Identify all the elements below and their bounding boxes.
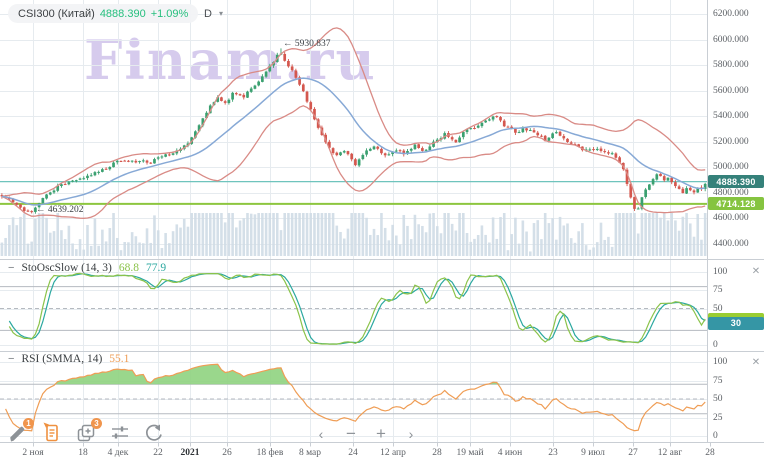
rsi-tick-label: 0 — [713, 431, 718, 441]
price-tick-label: 5400.000 — [713, 111, 749, 122]
zoom-out-button[interactable]: − — [346, 424, 356, 443]
alert-level-badge[interactable]: 4714.128 — [708, 197, 764, 211]
templates-count-badge: 3 — [91, 418, 102, 429]
settings-tool-button[interactable] — [108, 421, 132, 445]
instrument-header[interactable]: CSI300 (Китай) 4888.390 +1.09% — [8, 4, 199, 23]
time-tick-label: 23 — [548, 448, 558, 458]
stoosc-tick-label: 100 — [713, 267, 728, 277]
stoosc-tick-label: 50 — [713, 303, 723, 314]
templates-tool-button[interactable]: 3 — [74, 418, 102, 445]
draw-tool-button[interactable]: 1 — [6, 418, 34, 445]
instrument-change: +1.09% — [150, 7, 189, 20]
time-tick-label: 24 — [348, 448, 358, 458]
current-price-badge: 4888.390 — [708, 175, 764, 189]
stoosc-title: StoOscSlow (14, 3) — [21, 262, 112, 274]
undo-icon — [146, 424, 162, 441]
rsi-tick-label: 75 — [713, 375, 723, 386]
close-icon[interactable]: ✕ — [751, 266, 761, 277]
collapse-icon[interactable]: − — [8, 262, 15, 274]
rsi-value: 55.1 — [109, 353, 130, 365]
layers-plus-icon — [77, 424, 95, 442]
price-tick-label: 5200.000 — [713, 136, 749, 147]
time-tick-label: 12 авг — [657, 448, 683, 458]
instrument-price: 4888.390 — [99, 7, 146, 20]
price-tick-label: 6000.000 — [713, 34, 749, 45]
stoosc-tick-label: 75 — [713, 285, 723, 296]
price-tick-label: 5600.000 — [713, 85, 749, 96]
time-tick-label: 18 фев — [256, 448, 284, 458]
time-tick-label: 28 — [705, 448, 715, 458]
rsi-tick-label: 50 — [713, 394, 723, 404]
close-icon[interactable]: ✕ — [751, 357, 761, 368]
stoosc-value-badge: 30 — [708, 316, 764, 330]
stoosc-tick-label: 0 — [713, 340, 718, 350]
time-tick-label: 28 — [432, 448, 442, 458]
time-tick-label: 19 май — [456, 448, 484, 458]
time-tick-label: 8 мар — [298, 448, 322, 458]
price-tick-label: 4600.000 — [713, 213, 749, 224]
interval-selector[interactable]: D ▾ — [204, 4, 223, 23]
price-axis[interactable]: 6200.000 6000.000 5800.000 5600.000 5400.000… — [707, 0, 764, 466]
brush-icon — [10, 426, 25, 442]
price-tick-label: 6200.000 — [713, 9, 749, 19]
scroll-left-button[interactable]: ‹ — [318, 426, 324, 442]
collapse-icon[interactable]: − — [8, 353, 15, 365]
time-tick-label: 2 ноя — [22, 448, 44, 458]
price-tick-label: 4400.000 — [713, 239, 749, 249]
time-tick-label: 27 — [628, 448, 638, 458]
time-tick-label: 12 апр — [380, 448, 406, 458]
watermark: Finam.ru — [84, 28, 377, 92]
undo-button[interactable] — [142, 421, 166, 445]
time-tick-label: 4 июн — [497, 448, 523, 458]
rsi-title: RSI (SMMA, 14) — [21, 353, 103, 365]
time-tick-label: 18 — [78, 448, 88, 458]
time-axis[interactable]: 2 ноя 18 4 дек 22 2021 26 18 фев 8 мар 24 12 апр 2… — [0, 443, 764, 466]
instrument-name: CSI300 (Китай) — [18, 7, 95, 20]
time-tick-label: 22 — [153, 448, 163, 458]
chart-nav-controls: ‹ − + › — [310, 424, 422, 444]
stoosc-d-value: 77.9 — [145, 262, 167, 274]
time-tick-label: 9 июл — [581, 448, 605, 458]
chevron-down-icon: ▾ — [218, 9, 223, 18]
rsi-tick-label: 100 — [713, 357, 728, 367]
stoosc-pane-header: − StoOscSlow (14, 3) 68.8 77.9 — [8, 262, 166, 274]
scroll-right-button[interactable]: › — [408, 426, 414, 442]
price-tick-label: 5800.000 — [713, 60, 749, 71]
sliders-icon — [112, 426, 128, 439]
rsi-pane-header: − RSI (SMMA, 14) 55.1 — [8, 353, 129, 365]
price-tick-label: 5000.000 — [713, 162, 749, 173]
price-tick-label: 4800.000 — [713, 187, 749, 198]
rsi-tick-label: 25 — [713, 412, 723, 423]
time-tick-label: 26 — [222, 448, 232, 458]
stoosc-k-value: 68.8 — [118, 262, 139, 274]
min-price-marker: ← 4639.202 — [36, 205, 84, 215]
drawing-toolbar: 1 3 — [6, 418, 166, 445]
zoom-in-button[interactable]: + — [376, 424, 386, 443]
time-tick-label: 4 дек — [107, 448, 129, 458]
document-icon — [43, 422, 58, 442]
interval-value: D — [204, 7, 212, 20]
draw-count-badge: 1 — [23, 418, 34, 429]
rsi-axis[interactable]: 100 75 50 25 0 — [707, 0, 764, 466]
time-tick-label: 2021 — [180, 448, 200, 458]
stoosc-axis[interactable]: 100 75 50 0 — [707, 0, 764, 466]
max-price-marker: ← 5930.837 — [283, 39, 331, 49]
notes-tool-button[interactable] — [40, 421, 64, 445]
